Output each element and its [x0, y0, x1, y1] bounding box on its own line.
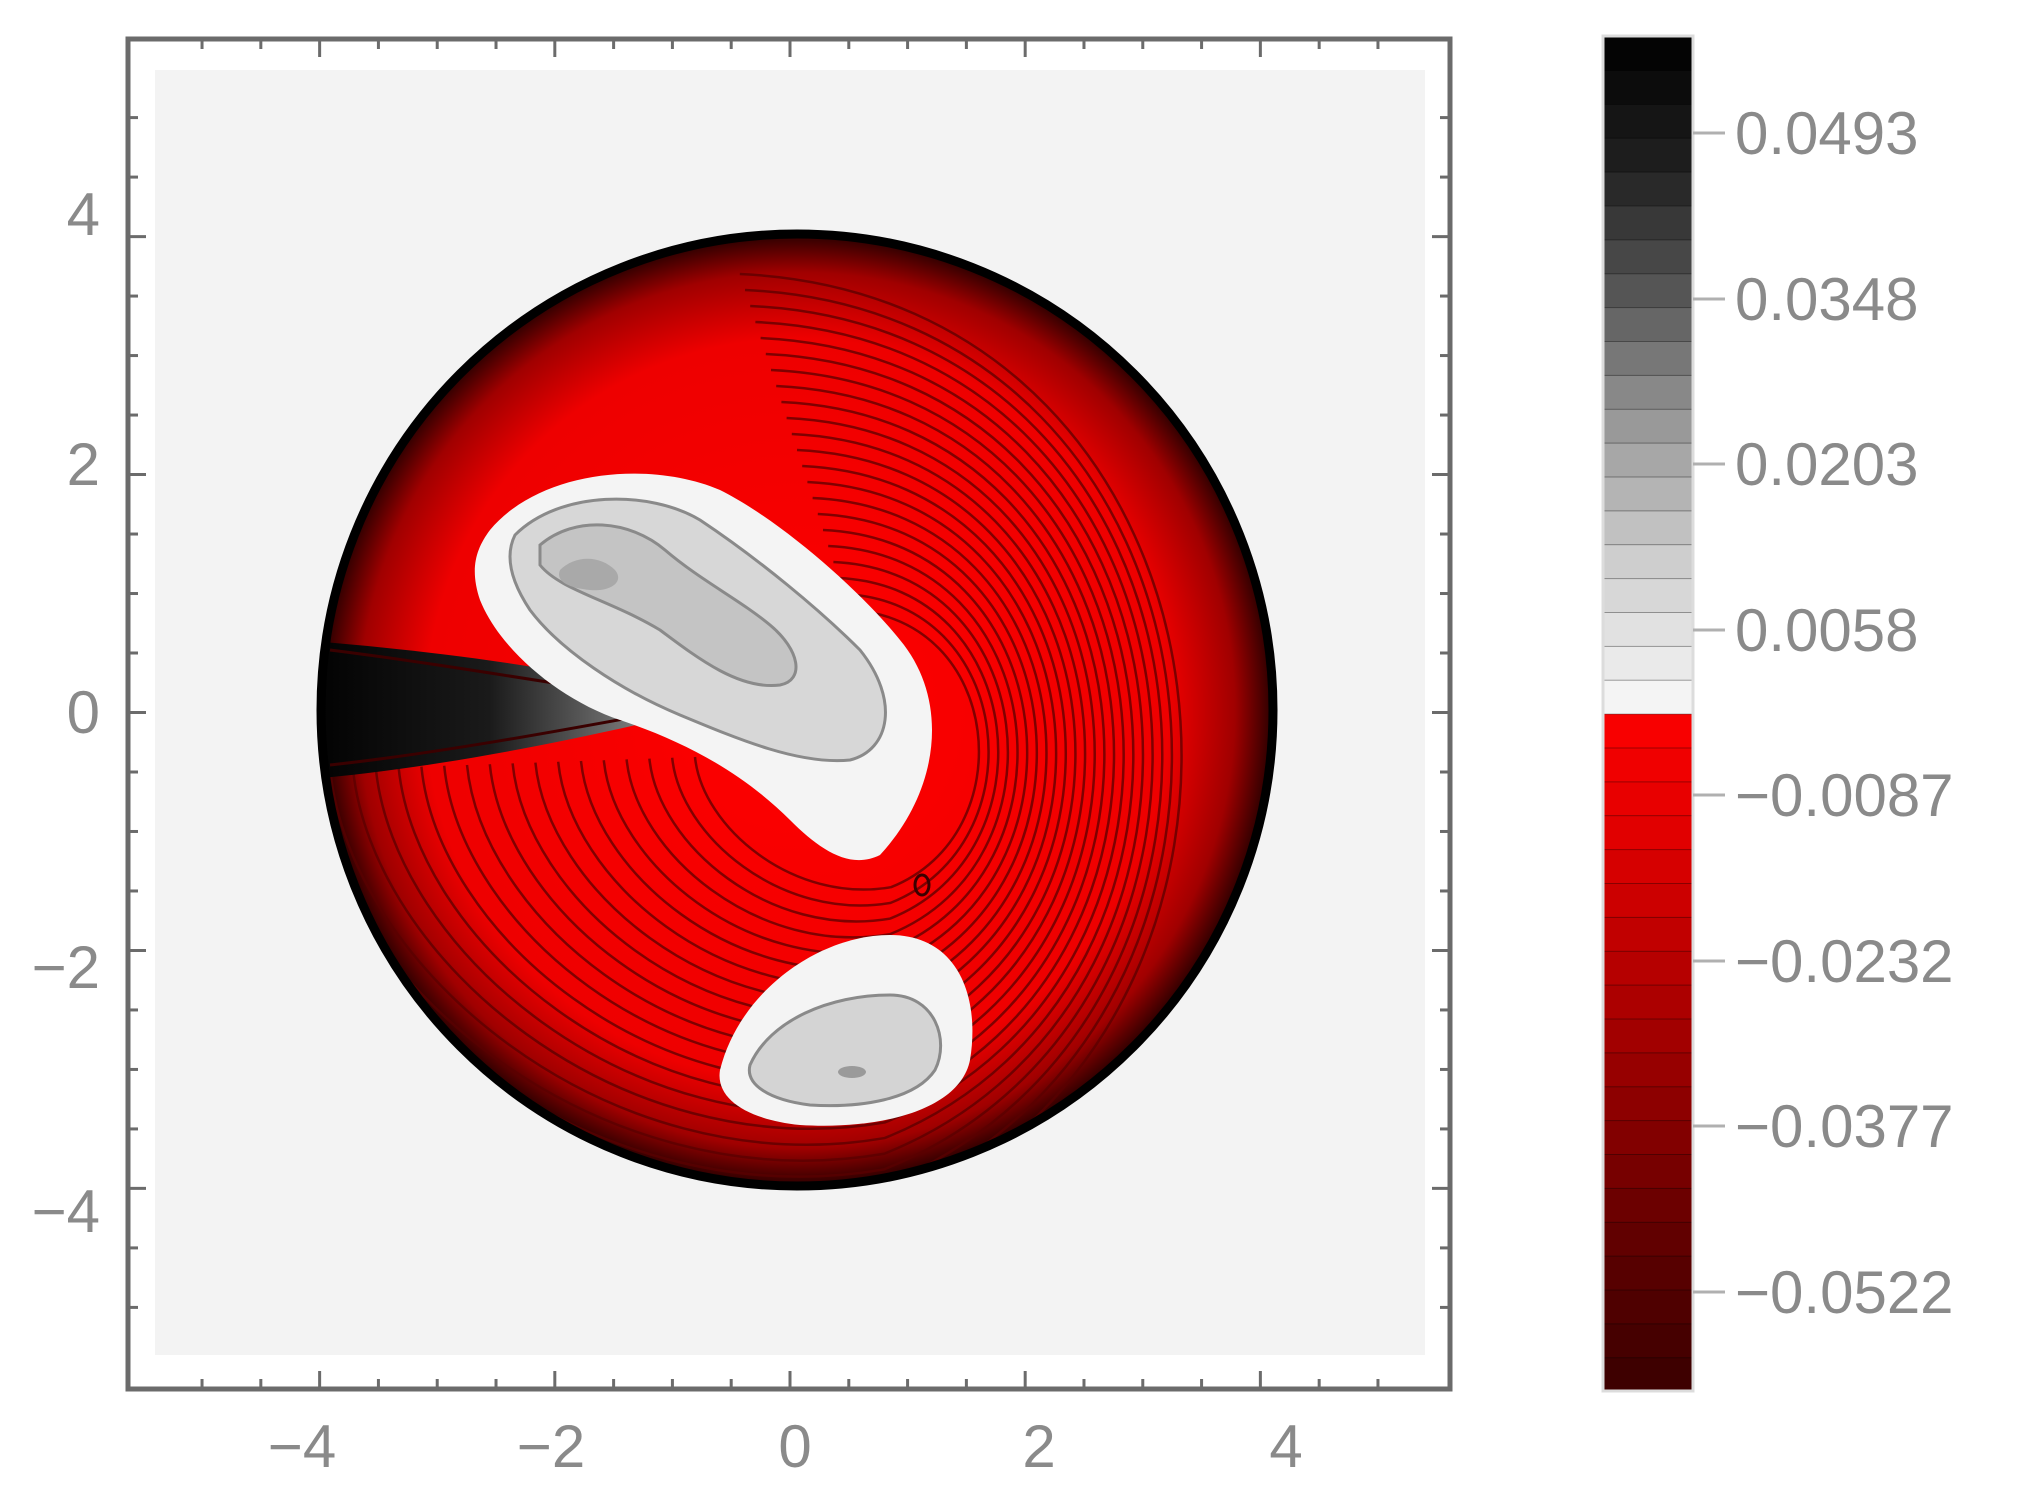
colorbar-band [1602, 950, 1694, 986]
colorbar-band [1602, 137, 1694, 173]
colorbar-band [1602, 611, 1694, 647]
colorbar-label: −0.0232 [1735, 928, 1954, 995]
contour-line [321, 336, 1145, 1162]
contour-line [351, 368, 1125, 1130]
colorbar-band [1602, 1356, 1694, 1393]
y-tick-label: −4 [32, 1178, 100, 1245]
upper-lobe-core [559, 558, 619, 591]
colorbar-band [1602, 442, 1694, 478]
colorbar-band [1602, 238, 1694, 275]
lower-lobe-inner [747, 993, 943, 1108]
positive-plume [321, 640, 720, 780]
colorbar-band [1602, 1085, 1694, 1122]
colorbar-band [1602, 1221, 1694, 1257]
colorbar-label: −0.0087 [1735, 762, 1954, 829]
colorbar-band [1602, 746, 1694, 783]
colorbar-band [1602, 645, 1694, 681]
x-tick-label: −2 [517, 1413, 585, 1480]
colorbar-band [1602, 713, 1694, 749]
colorbar-band [1602, 69, 1694, 105]
colorbar-band [1602, 882, 1694, 918]
saddle-dot [913, 873, 931, 897]
contour-line [374, 384, 1116, 1114]
colorbar-band [1602, 1322, 1694, 1359]
contour-line [693, 608, 981, 891]
colorbar-band [1602, 171, 1694, 207]
colorbar-band [1602, 408, 1694, 444]
x-tick-label: 2 [1022, 1413, 1055, 1480]
axis-ticks [128, 39, 1450, 1389]
x-tick-labels: −4 −2 0 2 4 [268, 1413, 1303, 1480]
y-tick-label: 0 [67, 679, 100, 746]
disk-field [316, 229, 1278, 1191]
contour-line [602, 544, 1019, 955]
colorbar-label: 0.0493 [1735, 100, 1919, 167]
colorbar-band [1602, 984, 1694, 1020]
colorbar-band [1602, 306, 1694, 342]
colorbar-band [1602, 1288, 1694, 1325]
colorbar: 0.0493 0.0348 0.0203 0.0058 −0.0087 −0.0… [1601, 34, 1954, 1393]
colorbar-label: 0.0058 [1735, 597, 1919, 664]
colorbar-band [1602, 814, 1694, 851]
colorbar-band [1602, 475, 1694, 512]
contour-line [328, 352, 1135, 1146]
colorbar-band [1602, 374, 1694, 410]
contour-line [579, 528, 1029, 971]
colorbar-band [1602, 1119, 1694, 1155]
colorbar-band [1602, 1153, 1694, 1189]
colorbar-label: −0.0522 [1735, 1259, 1954, 1326]
colorbar-band [1602, 509, 1694, 546]
colorbar-band [1602, 1051, 1694, 1088]
colorbar-ticks [1693, 131, 1725, 1294]
colorbar-band [1602, 103, 1694, 139]
colorbar-band [1602, 1255, 1694, 1291]
colorbar-band [1602, 679, 1694, 715]
colorbar-label: −0.0377 [1735, 1093, 1954, 1160]
y-tick-label: −2 [32, 934, 100, 1001]
colorbar-band [1602, 780, 1694, 817]
y-tick-label: 4 [67, 181, 100, 248]
lower-lobe-core [838, 1066, 866, 1078]
x-tick-label: −4 [268, 1413, 336, 1480]
y-tick-labels: −4 −2 0 2 4 [32, 181, 100, 1245]
colorbar-label: 0.0348 [1735, 266, 1919, 333]
colorbar-swatches [1602, 35, 1694, 1393]
x-tick-label: 0 [778, 1413, 811, 1480]
colorbar-band [1602, 577, 1694, 613]
colorbar-label: 0.0203 [1735, 431, 1919, 498]
y-tick-label: 2 [67, 431, 100, 498]
colorbar-band [1602, 204, 1694, 241]
colorbar-band [1602, 340, 1694, 376]
colorbar-outline [1601, 34, 1695, 1393]
colorbar-band [1602, 1187, 1694, 1223]
colorbar-band [1602, 848, 1694, 884]
contour-line [648, 576, 1000, 923]
disk-rim [316, 229, 1278, 1191]
colorbar-band [1602, 35, 1694, 71]
colorbar-band [1602, 1017, 1694, 1054]
colorbar-band [1602, 272, 1694, 309]
contour-line [625, 560, 1010, 939]
contour-line [670, 592, 990, 907]
colorbar-band [1602, 543, 1694, 580]
x-tick-label: 4 [1269, 1413, 1302, 1480]
colorbar-band [1602, 916, 1694, 952]
